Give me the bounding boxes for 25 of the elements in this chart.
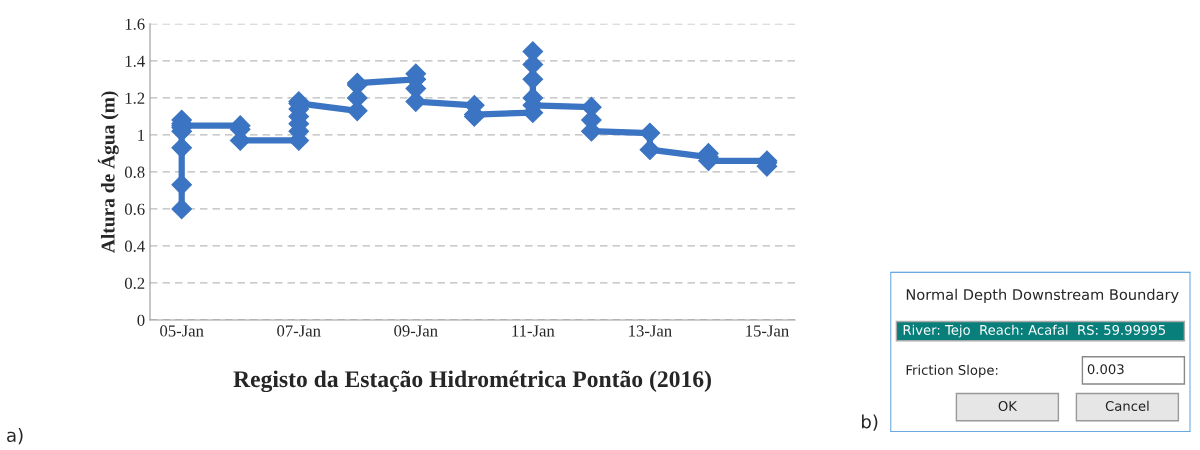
y-tick-label: 0.6 — [124, 203, 145, 215]
x-tick-label: 11-Jan — [512, 325, 555, 337]
y-tick-label: 0.8 — [124, 166, 145, 178]
y-tick-label: 0 — [137, 314, 145, 326]
x-tick-label: 13-Jan — [629, 325, 672, 337]
y-tick-label: 1.6 — [125, 18, 145, 30]
y-tick-label: 0.4 — [124, 240, 145, 252]
y-axis-title: Altura de Água (m) — [97, 91, 119, 253]
y-tick-label: 1.2 — [125, 92, 145, 104]
text: b) — [862, 414, 878, 431]
x-tick-label: 07-Jan — [277, 325, 321, 337]
text: Normal Depth Downstream Boundary — [906, 288, 1179, 303]
y-tick-label: 1.4 — [125, 55, 145, 67]
text: a) — [7, 428, 23, 445]
text: Cancel — [1105, 400, 1149, 411]
x-tick-label: 09-Jan — [394, 325, 438, 337]
y-tick-label: 0.2 — [124, 277, 145, 289]
text: River: Tejo Reach: Acafal RS: 59.99995 — [903, 324, 1165, 338]
y-tick-label: 1 — [138, 129, 145, 141]
text: OK — [998, 401, 1018, 411]
text: 0.003 — [1087, 364, 1124, 375]
x-tick-label: 05-Jan — [160, 325, 204, 337]
x-tick-label: 15-Jan — [746, 325, 789, 337]
x-axis-title: Registo da Estação Hidrométrica Pontão (2016) — [233, 370, 711, 393]
text: Friction Slope: — [906, 364, 998, 378]
